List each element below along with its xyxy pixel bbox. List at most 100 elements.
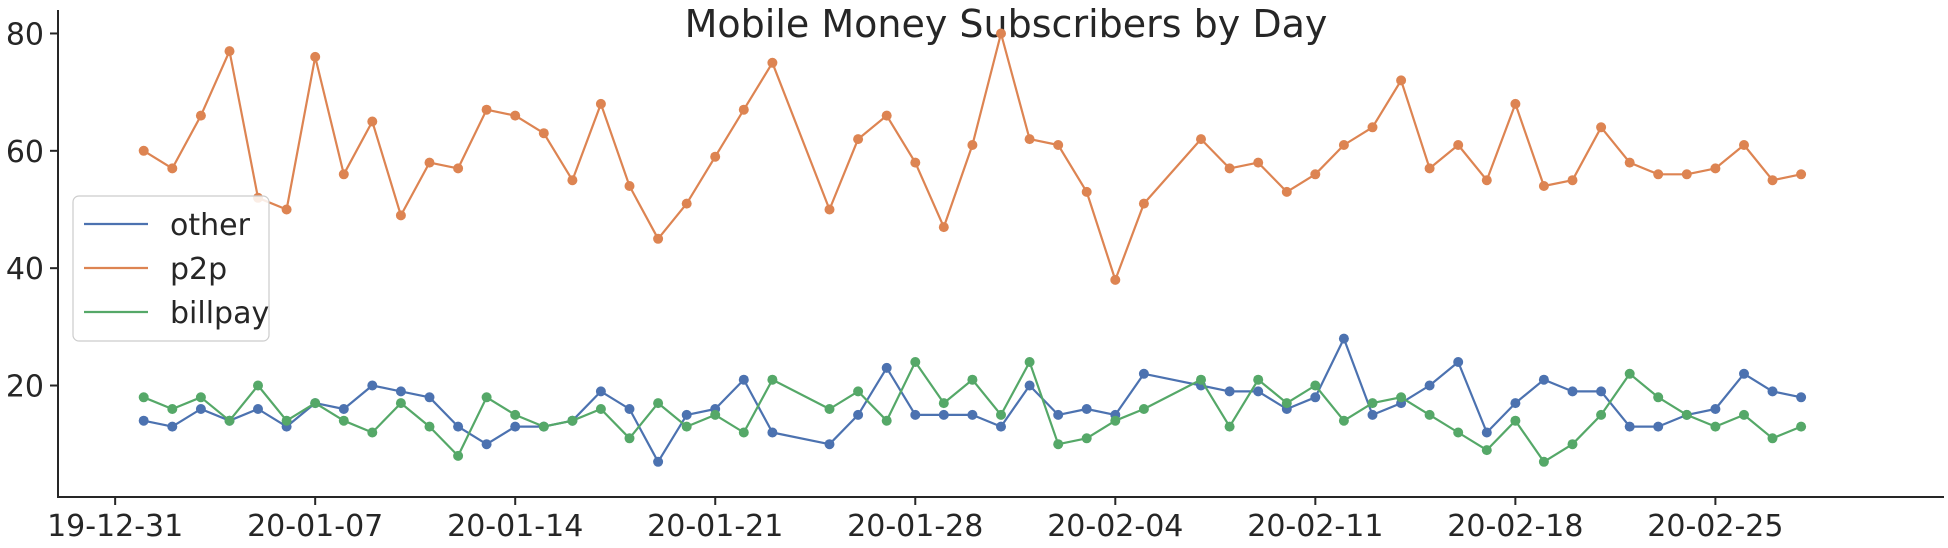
legend: other p2p billpay	[72, 195, 270, 342]
data-point-billpay	[567, 415, 578, 426]
data-point-other	[1253, 386, 1264, 397]
data-point-p2p	[510, 110, 521, 121]
data-point-other	[881, 362, 892, 373]
data-point-p2p	[1653, 169, 1664, 180]
data-point-other	[910, 409, 921, 420]
legend-label-p2p: p2p	[170, 252, 227, 287]
data-point-other	[1138, 368, 1149, 379]
data-point-billpay	[1081, 433, 1092, 444]
data-point-p2p	[567, 175, 578, 186]
x-ticks: 19-12-31 20-01-07 20-01-14 20-01-21 20-01-28…	[47, 497, 1783, 544]
data-point-billpay	[1510, 415, 1521, 426]
data-point-billpay	[1424, 409, 1435, 420]
y-tick-label: 80	[6, 17, 44, 52]
data-point-billpay	[538, 421, 549, 432]
data-point-other	[138, 415, 149, 426]
chart-title: Mobile Money Subscribers by Day	[685, 2, 1328, 46]
y-ticks: 20 40 60 80	[6, 17, 58, 405]
data-point-billpay	[1653, 392, 1664, 403]
data-point-billpay	[1224, 421, 1235, 432]
data-point-p2p	[1110, 274, 1121, 285]
data-point-other	[681, 409, 692, 420]
data-point-other	[1739, 368, 1749, 379]
data-point-other	[481, 439, 492, 450]
data-point-billpay	[853, 386, 864, 397]
data-point-p2p	[195, 110, 206, 121]
data-point-p2p	[853, 134, 864, 145]
legend-frame	[72, 195, 270, 342]
data-point-p2p	[1396, 75, 1407, 86]
data-point-other	[1567, 386, 1578, 397]
data-point-other	[453, 421, 464, 432]
data-point-other	[1367, 409, 1378, 420]
data-point-p2p	[1138, 198, 1149, 209]
data-point-p2p	[1624, 157, 1635, 168]
series-billpay	[138, 357, 1807, 467]
data-point-other	[1796, 392, 1807, 403]
data-point-p2p	[310, 51, 321, 62]
data-point-other	[1081, 404, 1092, 414]
data-point-p2p	[1281, 186, 1292, 197]
data-point-p2p	[1596, 122, 1607, 133]
data-point-p2p	[1338, 140, 1349, 150]
data-point-billpay	[1681, 409, 1692, 420]
data-point-other	[1224, 386, 1235, 397]
data-point-billpay	[996, 409, 1006, 420]
data-point-billpay	[510, 409, 521, 420]
data-point-billpay	[195, 392, 206, 403]
x-tick-label: 20-02-18	[1447, 509, 1583, 544]
data-point-other	[595, 386, 606, 397]
data-point-other	[1338, 333, 1349, 344]
data-point-billpay	[424, 421, 435, 432]
data-point-billpay	[938, 398, 949, 409]
data-point-p2p	[1739, 140, 1749, 150]
data-point-other	[1481, 427, 1492, 438]
x-tick-label: 20-02-25	[1647, 509, 1783, 544]
data-point-other	[424, 392, 435, 403]
data-point-billpay	[881, 415, 892, 426]
data-point-p2p	[1681, 169, 1692, 180]
data-point-billpay	[1396, 392, 1407, 403]
axes	[57, 10, 1944, 498]
data-point-billpay	[1281, 398, 1292, 409]
data-point-billpay	[1481, 445, 1492, 456]
data-point-billpay	[224, 415, 235, 426]
data-point-other	[367, 380, 378, 391]
data-point-other	[853, 409, 864, 420]
data-point-p2p	[1424, 163, 1435, 174]
data-point-p2p	[538, 128, 549, 139]
legend-label-other: other	[170, 208, 251, 243]
data-point-p2p	[1053, 140, 1064, 150]
data-point-billpay	[1596, 409, 1607, 420]
data-point-p2p	[1310, 169, 1321, 180]
legend-label-billpay: billpay	[170, 296, 269, 331]
data-point-other	[1510, 398, 1521, 409]
data-point-other	[338, 404, 349, 414]
x-tick-label: 20-01-21	[647, 509, 783, 544]
data-point-billpay	[595, 404, 606, 414]
data-point-other	[253, 404, 263, 414]
data-point-billpay	[1338, 415, 1349, 426]
data-point-p2p	[881, 110, 892, 121]
data-point-p2p	[338, 169, 349, 180]
data-point-billpay	[1110, 415, 1121, 426]
data-point-p2p	[767, 57, 778, 68]
plot-area	[138, 28, 1807, 467]
data-point-p2p	[738, 104, 749, 115]
data-point-p2p	[367, 116, 378, 127]
data-point-p2p	[1481, 175, 1492, 186]
data-point-p2p	[910, 157, 921, 168]
data-point-billpay	[681, 421, 692, 432]
data-point-p2p	[595, 98, 606, 109]
data-point-other	[1453, 357, 1464, 367]
data-point-billpay	[1567, 439, 1578, 450]
series-line-p2p	[143, 32, 1802, 281]
data-point-p2p	[281, 204, 292, 215]
data-point-billpay	[1138, 404, 1149, 414]
data-point-billpay	[338, 415, 349, 426]
data-point-billpay	[1024, 357, 1035, 367]
data-point-other	[1653, 421, 1664, 432]
data-point-p2p	[938, 222, 949, 233]
x-tick-label: 20-02-04	[1047, 509, 1183, 544]
